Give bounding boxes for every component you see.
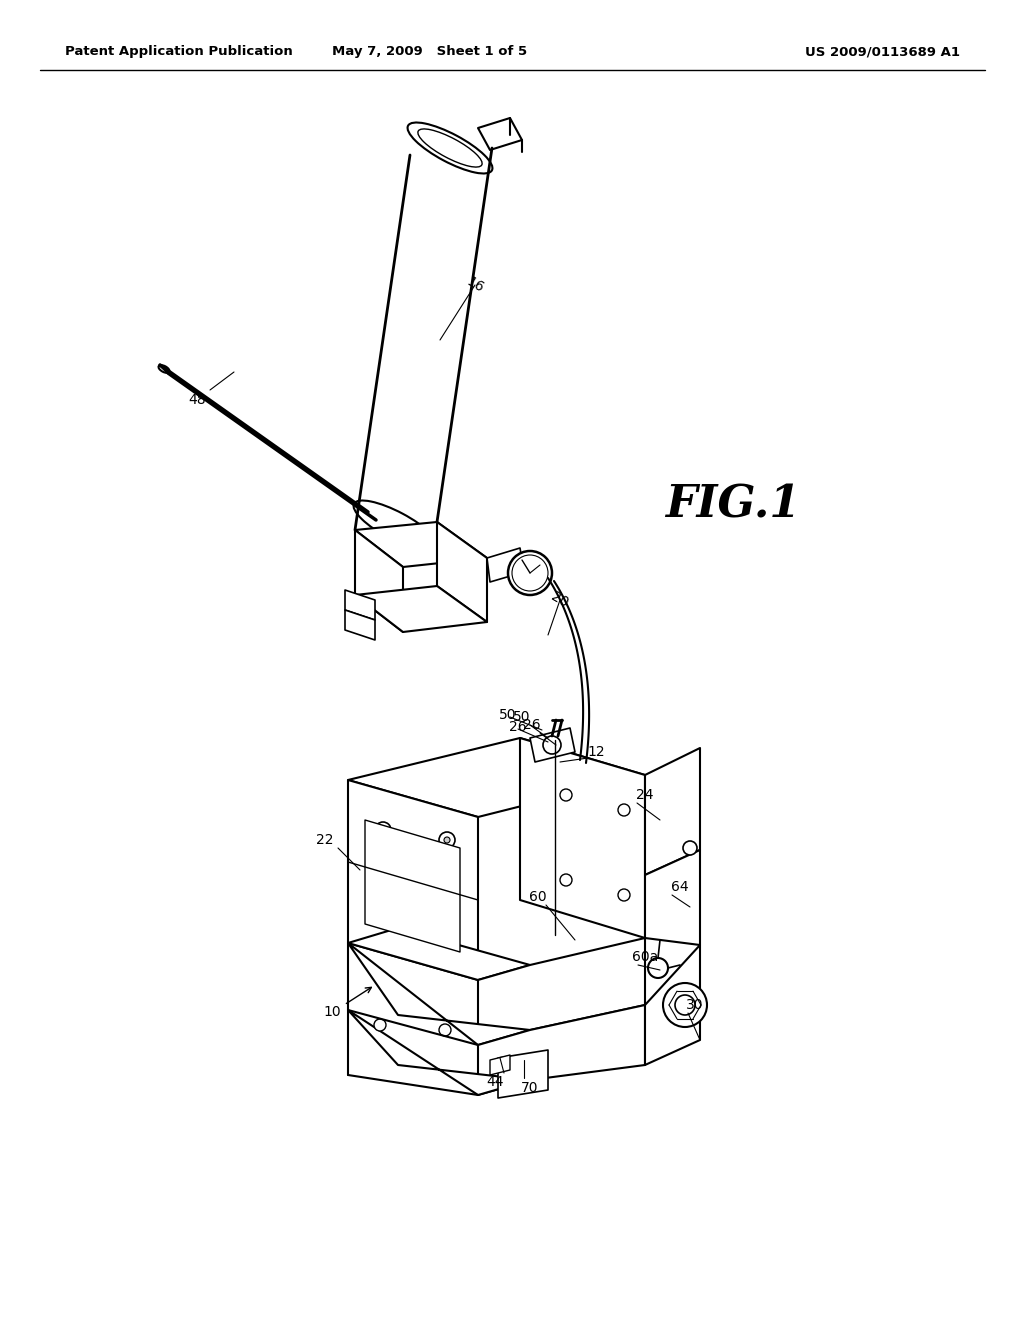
Text: 50: 50 <box>500 708 517 722</box>
Polygon shape <box>437 521 487 622</box>
Text: May 7, 2009   Sheet 1 of 5: May 7, 2009 Sheet 1 of 5 <box>333 45 527 58</box>
Ellipse shape <box>408 123 493 173</box>
Polygon shape <box>345 590 375 620</box>
Text: 50: 50 <box>513 710 530 723</box>
Polygon shape <box>348 1010 530 1096</box>
Circle shape <box>508 550 552 595</box>
Polygon shape <box>530 729 575 762</box>
Polygon shape <box>348 780 478 979</box>
Text: 70: 70 <box>521 1081 539 1096</box>
Polygon shape <box>487 548 524 582</box>
Polygon shape <box>498 1049 548 1098</box>
Circle shape <box>374 1019 386 1031</box>
Text: 22: 22 <box>316 833 334 847</box>
Text: 26: 26 <box>523 718 541 733</box>
Ellipse shape <box>418 129 482 168</box>
Polygon shape <box>348 942 530 1045</box>
Text: 60a: 60a <box>632 950 658 964</box>
Circle shape <box>439 921 455 939</box>
Circle shape <box>439 1024 451 1036</box>
Circle shape <box>618 804 630 816</box>
Circle shape <box>543 737 561 754</box>
Text: 20: 20 <box>549 590 571 610</box>
Circle shape <box>444 927 450 933</box>
Text: 64: 64 <box>671 880 689 894</box>
Text: 12: 12 <box>587 744 605 759</box>
Polygon shape <box>520 738 645 939</box>
Circle shape <box>648 958 668 978</box>
Circle shape <box>683 841 697 855</box>
Polygon shape <box>355 521 487 568</box>
Circle shape <box>560 874 572 886</box>
Polygon shape <box>645 850 700 945</box>
Text: FIG.1: FIG.1 <box>665 483 801 527</box>
Text: 24: 24 <box>636 788 653 803</box>
Circle shape <box>675 995 695 1015</box>
Polygon shape <box>365 820 460 952</box>
Circle shape <box>663 983 707 1027</box>
Circle shape <box>512 554 548 591</box>
Text: 44: 44 <box>486 1074 504 1089</box>
Polygon shape <box>355 531 403 632</box>
Polygon shape <box>348 738 645 817</box>
Circle shape <box>618 888 630 902</box>
Polygon shape <box>355 586 487 632</box>
Polygon shape <box>490 1055 510 1074</box>
Polygon shape <box>478 117 522 150</box>
Polygon shape <box>348 928 530 979</box>
Ellipse shape <box>353 500 438 552</box>
Text: 26: 26 <box>509 719 526 734</box>
Text: 60: 60 <box>529 890 547 904</box>
Circle shape <box>444 837 450 843</box>
Text: US 2009/0113689 A1: US 2009/0113689 A1 <box>805 45 961 58</box>
Polygon shape <box>645 748 700 875</box>
Circle shape <box>515 1068 529 1082</box>
Circle shape <box>380 828 386 833</box>
Circle shape <box>507 1060 537 1090</box>
Circle shape <box>380 917 386 923</box>
Polygon shape <box>478 939 645 1045</box>
Text: Patent Application Publication: Patent Application Publication <box>65 45 293 58</box>
Text: 48: 48 <box>188 393 206 407</box>
Polygon shape <box>345 610 375 640</box>
Circle shape <box>375 912 391 928</box>
Circle shape <box>439 832 455 847</box>
Ellipse shape <box>159 366 170 372</box>
Polygon shape <box>478 1005 645 1096</box>
Circle shape <box>560 789 572 801</box>
Text: 16: 16 <box>464 275 486 296</box>
Text: 10: 10 <box>324 1005 341 1019</box>
Text: 30: 30 <box>686 998 703 1012</box>
Polygon shape <box>645 945 700 1065</box>
Circle shape <box>375 822 391 838</box>
